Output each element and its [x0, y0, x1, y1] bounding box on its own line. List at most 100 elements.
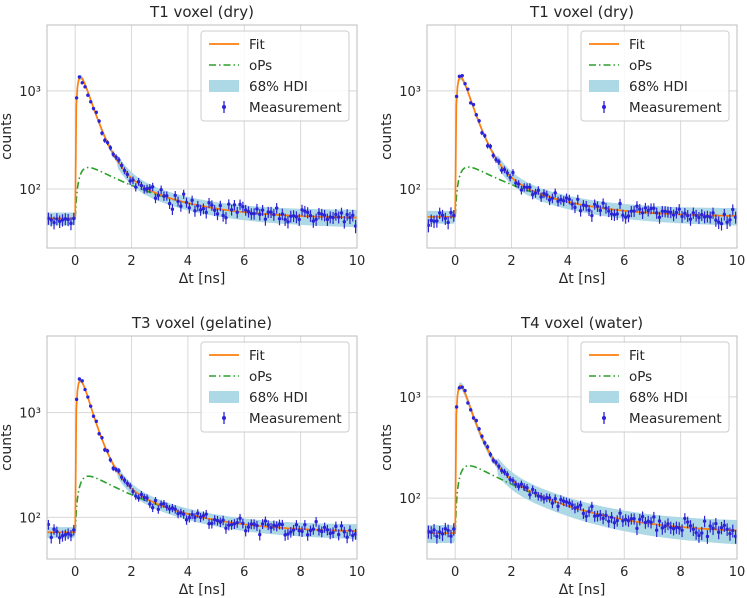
measurement-point — [351, 213, 355, 217]
measurement-point — [494, 158, 498, 162]
measurement-point — [320, 529, 324, 534]
measurement-point — [325, 217, 330, 222]
measurement-point — [286, 532, 290, 536]
measurement-point — [156, 193, 161, 198]
measurement-point — [317, 211, 321, 215]
measurement-point — [258, 212, 262, 217]
measurement-point — [184, 518, 189, 522]
measurement-point — [57, 536, 62, 540]
measurement-point — [320, 212, 324, 216]
measurement-point — [615, 518, 619, 523]
measurement-point — [427, 223, 431, 227]
measurement-point — [210, 521, 214, 526]
measurement-point — [514, 181, 518, 185]
y-tick-label: 10³ — [399, 391, 421, 406]
legend-entry-label: 68% HDI — [249, 390, 308, 406]
measurement-point — [595, 204, 600, 208]
measurement-point — [300, 208, 304, 212]
measurement-point — [119, 475, 124, 479]
measurement-point — [94, 110, 99, 115]
x-axis-label: Δt [ns] — [179, 582, 226, 598]
measurement-point — [128, 179, 132, 183]
chart-panel-3: T3 voxel (gelatine) 0 2 4 6 8 10 10² 10³ Δt [ns] c… — [0, 314, 365, 598]
measurement-point — [179, 204, 183, 208]
legend-entry-label: oPs — [629, 369, 652, 385]
measurement-point — [432, 219, 436, 224]
measurement-point — [150, 506, 155, 510]
measurement-point — [314, 519, 318, 524]
measurement-point — [345, 212, 349, 217]
y-tick-label: 10³ — [19, 85, 41, 100]
x-tick-label: 4 — [184, 565, 192, 580]
x-tick-label: 8 — [676, 565, 684, 580]
measurement-point — [173, 193, 177, 198]
measurement-point — [325, 528, 330, 532]
measurement-point — [700, 213, 704, 217]
measurement-point — [609, 515, 614, 519]
measurement-point — [241, 521, 245, 525]
measurement-point — [353, 224, 357, 228]
measurement-point — [190, 512, 194, 517]
plot-area — [427, 74, 737, 233]
measurement-point — [266, 523, 270, 527]
measurement-point — [229, 208, 234, 212]
measurement-point — [626, 214, 631, 218]
measurement-point — [232, 522, 237, 526]
measurement-point — [640, 211, 645, 215]
measurement-point — [249, 522, 254, 526]
measurement-point — [77, 377, 82, 381]
measurement-point — [328, 531, 332, 536]
measurement-point — [266, 210, 270, 214]
x-tick-label: 2 — [127, 565, 135, 580]
measurement-point — [454, 94, 459, 99]
measurement-point — [221, 518, 225, 522]
measurement-point — [111, 152, 115, 156]
legend-entry-label: oPs — [249, 58, 272, 74]
x-axis-label: Δt [ns] — [559, 271, 606, 287]
x-tick-label: 0 — [451, 565, 459, 580]
measurement-point — [193, 515, 197, 520]
measurement-point — [657, 215, 662, 220]
measurement-point — [468, 408, 473, 412]
measurement-point — [55, 217, 59, 221]
measurement-point — [677, 526, 681, 530]
measurement-point — [249, 211, 254, 216]
measurement-point — [212, 208, 217, 212]
x-tick-label: 6 — [620, 254, 628, 269]
x-tick-label: 8 — [296, 565, 304, 580]
legend-box — [580, 30, 730, 122]
measurement-point — [63, 217, 68, 221]
measurement-point — [632, 209, 636, 213]
measurement-point — [86, 395, 90, 399]
measurement-point — [576, 197, 580, 201]
measurement-point — [694, 531, 698, 535]
legend-hdi-swatch — [209, 80, 239, 92]
measurement-point — [621, 519, 625, 523]
measurement-point — [485, 144, 490, 148]
measurement-point — [246, 525, 251, 529]
measurement-point — [303, 209, 307, 213]
measurement-point — [714, 218, 718, 222]
measurement-point — [573, 205, 577, 210]
measurement-point — [440, 213, 445, 217]
measurement-point — [280, 212, 285, 216]
measurement-point — [196, 511, 200, 516]
measurement-point — [443, 526, 448, 531]
measurement-point — [691, 527, 696, 531]
measurement-point — [561, 499, 566, 503]
legend: Fit oPs 68% HDI Measurement — [580, 341, 730, 433]
measurement-point — [49, 535, 53, 540]
measurement-point — [184, 200, 189, 205]
measurement-point — [100, 436, 104, 440]
measurement-point — [612, 521, 617, 525]
measurement-point — [553, 497, 557, 501]
measurement-point — [227, 523, 231, 527]
measurement-point — [719, 526, 724, 530]
measurement-point — [584, 204, 588, 208]
measurement-point — [91, 414, 96, 418]
measurement-point — [564, 196, 569, 200]
measurement-point — [494, 460, 498, 465]
measurement-point — [322, 525, 327, 530]
measurement-point — [491, 153, 495, 158]
measurement-point — [170, 506, 175, 510]
